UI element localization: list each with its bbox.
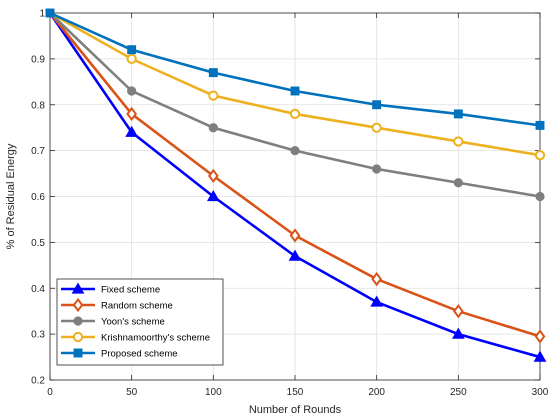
series-4 — [49, 11, 545, 130]
y-tick-label: 0.6 — [31, 192, 45, 203]
circle-marker — [535, 191, 545, 202]
open-circle-marker — [453, 136, 464, 147]
open-circle-marker — [371, 122, 382, 133]
legend-box — [56, 278, 224, 366]
circle-marker — [127, 86, 137, 96]
diamond-marker — [452, 304, 464, 319]
square-marker — [453, 109, 463, 119]
circle-marker — [208, 123, 218, 133]
legend-item: Random scheme — [61, 297, 173, 313]
triangle-marker — [370, 295, 384, 307]
open-circle-marker — [72, 331, 84, 343]
x-tick-label: 150 — [287, 387, 304, 398]
open-circle-marker — [534, 150, 546, 161]
x-axis-label: Number of Rounds — [249, 404, 342, 416]
y-tick-label: 0.5 — [31, 238, 45, 249]
x-tick-label: 300 — [532, 387, 549, 398]
y-tick-label: 0.3 — [31, 330, 45, 341]
square-marker — [73, 348, 83, 358]
x-tick-label: 250 — [450, 387, 467, 398]
legend-label: Fixed scheme — [101, 285, 160, 296]
open-circle-marker — [126, 53, 137, 64]
series-3 — [49, 11, 546, 161]
y-tick-label: 0.2 — [31, 376, 45, 387]
legend-label: Proposed scheme — [101, 349, 178, 360]
diamond-marker — [534, 329, 546, 344]
circle-marker — [453, 178, 463, 188]
diamond-marker — [371, 271, 383, 287]
triangle-marker — [533, 350, 547, 362]
y-tick-label: 0.8 — [31, 100, 45, 111]
square-marker — [45, 8, 55, 18]
y-tick-label: 0.7 — [31, 146, 45, 157]
legend-item: Yoon's scheme — [61, 316, 165, 328]
circle-marker — [372, 164, 382, 174]
legend-label: Krishnamoorthy's scheme — [101, 333, 210, 344]
square-marker — [208, 68, 218, 78]
triangle-marker — [451, 327, 465, 339]
square-marker — [290, 86, 300, 96]
diamond-marker — [72, 297, 84, 313]
triangle-marker — [125, 125, 139, 137]
legend-item: Fixed scheme — [61, 282, 160, 296]
series-layer — [45, 8, 547, 362]
x-tick-label: 100 — [205, 387, 222, 398]
square-marker — [372, 100, 382, 110]
circle-marker — [290, 146, 300, 156]
triangle-marker — [288, 249, 302, 261]
open-circle-marker — [289, 108, 301, 120]
square-marker — [535, 120, 545, 130]
open-circle-marker — [208, 90, 219, 101]
y-tick-label: 0.4 — [31, 284, 45, 295]
y-tick-label: 0.9 — [31, 54, 45, 65]
series-1 — [48, 12, 546, 344]
y-axis-label: % of Residual Energy — [5, 143, 17, 249]
series-0 — [48, 12, 547, 362]
legend: Fixed scheme Random scheme Yoon's scheme Kr… — [56, 278, 224, 366]
diamond-marker — [126, 106, 138, 122]
square-marker — [127, 45, 137, 55]
legend-item: Krishnamoorthy's scheme — [61, 331, 210, 344]
legend-label: Yoon's scheme — [101, 317, 165, 328]
circle-marker — [73, 316, 83, 326]
y-tick-label: 1 — [39, 9, 45, 20]
triangle-marker — [71, 282, 85, 294]
legend-item: Proposed scheme — [61, 349, 178, 360]
diamond-marker — [289, 228, 301, 243]
x-tick-label: 0 — [47, 387, 53, 398]
series-2 — [49, 12, 545, 202]
diamond-marker — [207, 168, 219, 184]
x-tick-label: 200 — [368, 387, 385, 398]
triangle-marker — [206, 189, 220, 202]
legend-label: Random scheme — [101, 301, 173, 312]
axis-ticks: 0 50 100 150 200 250 300 0.2 0.3 0.4 0.5 0.6 0.7 0.8 0… — [31, 9, 549, 399]
x-tick-label: 50 — [126, 387, 138, 398]
